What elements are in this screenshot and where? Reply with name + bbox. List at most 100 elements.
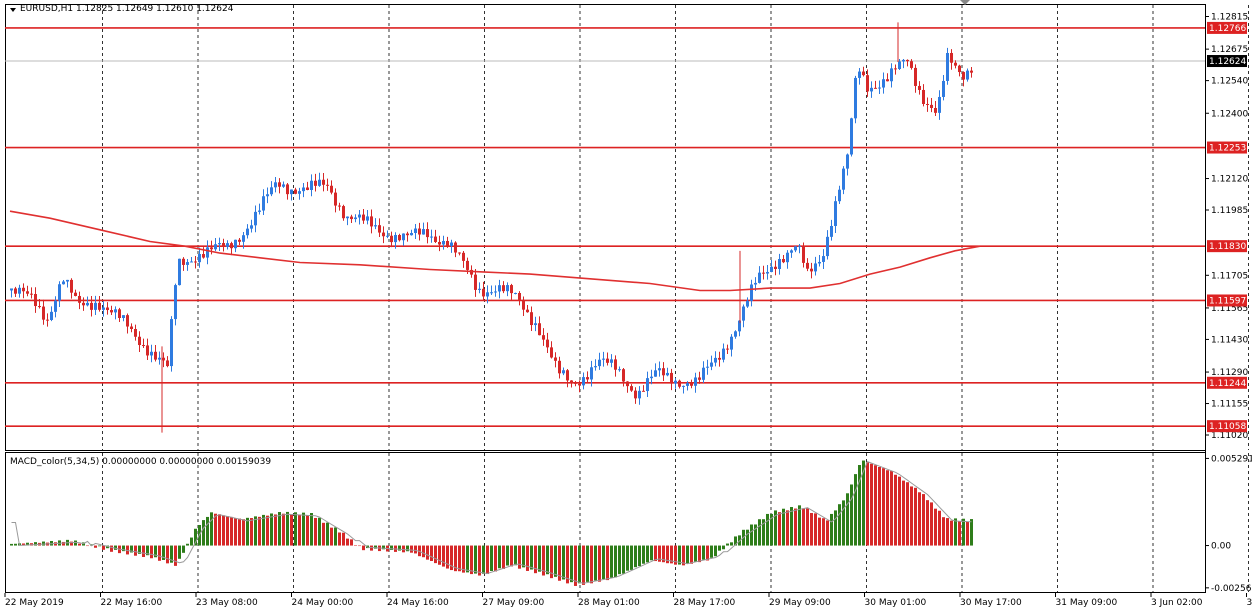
- macd-bar[interactable]: [530, 545, 533, 570]
- macd-bar[interactable]: [574, 545, 577, 586]
- macd-bar[interactable]: [826, 520, 829, 546]
- macd-bar[interactable]: [806, 508, 809, 546]
- macd-bar[interactable]: [486, 545, 489, 575]
- candle-body[interactable]: [498, 285, 501, 292]
- candle-body[interactable]: [170, 319, 173, 367]
- candle-body[interactable]: [714, 357, 717, 363]
- candle-body[interactable]: [826, 236, 829, 257]
- candle-body[interactable]: [414, 228, 417, 233]
- candle-body[interactable]: [182, 258, 185, 265]
- macd-bar[interactable]: [534, 545, 537, 574]
- candle-body[interactable]: [434, 236, 437, 242]
- macd-bar[interactable]: [174, 545, 177, 566]
- candle-body[interactable]: [538, 323, 541, 336]
- macd-bar[interactable]: [286, 511, 289, 546]
- macd-bar[interactable]: [454, 545, 457, 572]
- macd-bar[interactable]: [270, 513, 273, 546]
- candle-body[interactable]: [786, 252, 789, 263]
- candle-body[interactable]: [910, 61, 913, 68]
- macd-bar[interactable]: [218, 514, 221, 546]
- macd-bar[interactable]: [674, 545, 677, 565]
- macd-bar[interactable]: [418, 545, 421, 557]
- candle-body[interactable]: [838, 189, 841, 202]
- candle-body[interactable]: [290, 189, 293, 195]
- macd-bar[interactable]: [934, 508, 937, 546]
- candle-body[interactable]: [754, 282, 757, 285]
- candle-body[interactable]: [238, 239, 241, 242]
- candle-body[interactable]: [602, 358, 605, 360]
- candle-body[interactable]: [458, 252, 461, 254]
- macd-bar[interactable]: [354, 545, 357, 546]
- macd-bar[interactable]: [906, 482, 909, 546]
- macd-bar[interactable]: [550, 545, 553, 579]
- macd-bar[interactable]: [502, 545, 505, 569]
- macd-bar[interactable]: [514, 545, 517, 566]
- macd-bar[interactable]: [146, 545, 149, 556]
- macd-bar[interactable]: [422, 545, 425, 558]
- candle-body[interactable]: [158, 357, 161, 360]
- macd-bar[interactable]: [318, 517, 321, 546]
- candle-body[interactable]: [558, 360, 561, 374]
- macd-bar[interactable]: [186, 543, 189, 546]
- macd-bar[interactable]: [262, 514, 265, 546]
- macd-bar[interactable]: [702, 545, 705, 560]
- candle-body[interactable]: [470, 269, 473, 275]
- candle-body[interactable]: [646, 378, 649, 392]
- macd-bar[interactable]: [154, 545, 157, 558]
- macd-bar[interactable]: [314, 517, 317, 546]
- candle-body[interactable]: [902, 59, 905, 62]
- macd-bar[interactable]: [458, 545, 461, 572]
- macd-bar[interactable]: [646, 545, 649, 563]
- candle-body[interactable]: [866, 75, 869, 92]
- candle-body[interactable]: [430, 236, 433, 238]
- macd-bar[interactable]: [334, 527, 337, 546]
- macd-bar[interactable]: [426, 545, 429, 560]
- candle-body[interactable]: [98, 302, 101, 310]
- macd-bar[interactable]: [178, 545, 181, 559]
- macd-bar[interactable]: [966, 521, 969, 546]
- candle-body[interactable]: [798, 246, 801, 248]
- macd-bar[interactable]: [162, 545, 165, 560]
- macd-bar[interactable]: [818, 517, 821, 546]
- candle-body[interactable]: [802, 246, 805, 263]
- macd-bar[interactable]: [70, 541, 73, 546]
- macd-bar[interactable]: [602, 545, 605, 580]
- candle-body[interactable]: [90, 302, 93, 310]
- candle-body[interactable]: [486, 292, 489, 297]
- macd-bar[interactable]: [650, 545, 653, 561]
- candle-body[interactable]: [954, 62, 957, 66]
- candle-body[interactable]: [878, 87, 881, 89]
- macd-bar[interactable]: [890, 471, 893, 546]
- macd-bar[interactable]: [874, 465, 877, 546]
- macd-bar[interactable]: [758, 519, 761, 546]
- candle-body[interactable]: [966, 70, 969, 80]
- macd-bar[interactable]: [338, 532, 341, 546]
- candle-body[interactable]: [730, 336, 733, 350]
- candle-body[interactable]: [590, 367, 593, 380]
- candles-layer[interactable]: [10, 22, 973, 433]
- macd-bar[interactable]: [302, 512, 305, 546]
- macd-bar[interactable]: [494, 545, 497, 572]
- macd-bar[interactable]: [606, 545, 609, 581]
- macd-bar[interactable]: [622, 545, 625, 574]
- candle-body[interactable]: [462, 252, 465, 261]
- macd-bar[interactable]: [750, 524, 753, 546]
- candle-body[interactable]: [106, 307, 109, 311]
- macd-bar[interactable]: [814, 513, 817, 546]
- macd-bar[interactable]: [298, 514, 301, 546]
- macd-pane[interactable]: [5, 452, 1206, 593]
- macd-bar[interactable]: [766, 513, 769, 546]
- candle-body[interactable]: [154, 351, 157, 360]
- candle-body[interactable]: [662, 368, 665, 376]
- candle-body[interactable]: [54, 300, 57, 312]
- macd-bar[interactable]: [714, 545, 717, 557]
- candle-body[interactable]: [666, 372, 669, 376]
- candle-body[interactable]: [310, 180, 313, 190]
- macd-histogram-layer[interactable]: [10, 460, 973, 586]
- candle-body[interactable]: [854, 77, 857, 119]
- candle-body[interactable]: [70, 279, 73, 293]
- macd-bar[interactable]: [614, 545, 617, 578]
- macd-bar[interactable]: [350, 539, 353, 546]
- candle-body[interactable]: [82, 302, 85, 306]
